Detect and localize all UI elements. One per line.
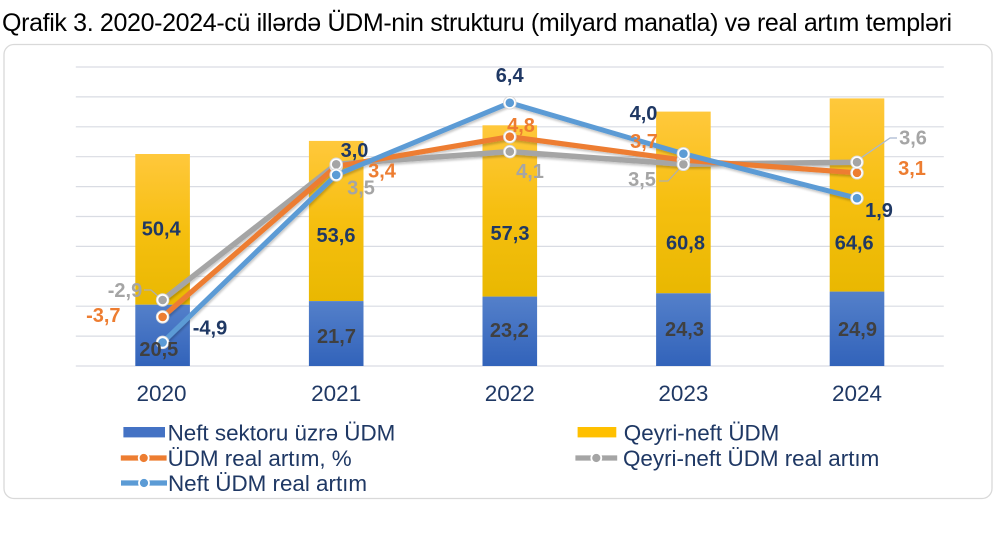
svg-text:Neft sektoru üzrə ÜDM: Neft sektoru üzrə ÜDM bbox=[168, 421, 396, 446]
svg-text:3,1: 3,1 bbox=[898, 158, 926, 180]
svg-text:50,4: 50,4 bbox=[142, 219, 182, 241]
svg-text:24,3: 24,3 bbox=[665, 319, 704, 341]
svg-text:2022: 2022 bbox=[485, 381, 535, 406]
svg-text:4,1: 4,1 bbox=[516, 161, 544, 183]
svg-text:23,2: 23,2 bbox=[490, 320, 529, 342]
svg-text:3,6: 3,6 bbox=[899, 128, 927, 150]
svg-text:2021: 2021 bbox=[311, 381, 361, 406]
svg-text:-4,9: -4,9 bbox=[193, 318, 227, 340]
svg-text:53,6: 53,6 bbox=[317, 225, 356, 247]
svg-text:-2,9: -2,9 bbox=[108, 280, 142, 302]
svg-text:60,8: 60,8 bbox=[666, 233, 705, 255]
svg-text:20,5: 20,5 bbox=[139, 339, 178, 361]
svg-text:Qeyri-neft ÜDM real artım: Qeyri-neft ÜDM real artım bbox=[623, 446, 879, 471]
svg-text:Neft ÜDM real artım: Neft ÜDM real artım bbox=[168, 471, 367, 496]
svg-text:1,9: 1,9 bbox=[865, 200, 893, 222]
svg-text:6,4: 6,4 bbox=[496, 65, 525, 87]
svg-text:24,9: 24,9 bbox=[838, 319, 877, 341]
svg-text:ÜDM real artım, %: ÜDM real artım, % bbox=[168, 446, 352, 471]
svg-text:3,5: 3,5 bbox=[347, 178, 375, 200]
svg-text:2023: 2023 bbox=[658, 381, 708, 406]
svg-text:21,7: 21,7 bbox=[317, 326, 356, 348]
svg-text:2020: 2020 bbox=[136, 381, 186, 406]
svg-text:-3,7: -3,7 bbox=[86, 305, 120, 327]
svg-text:Qrafik 3. 2020-2024-cü illərdə: Qrafik 3. 2020-2024-cü illərdə ÜDM-nin s… bbox=[2, 9, 952, 37]
svg-text:Qeyri-neft ÜDM: Qeyri-neft ÜDM bbox=[624, 421, 780, 446]
svg-text:3,4: 3,4 bbox=[368, 161, 397, 183]
svg-text:4,8: 4,8 bbox=[507, 115, 535, 137]
svg-text:64,6: 64,6 bbox=[835, 233, 874, 255]
svg-text:2024: 2024 bbox=[832, 381, 882, 406]
svg-text:57,3: 57,3 bbox=[491, 223, 530, 245]
svg-text:3,0: 3,0 bbox=[341, 140, 369, 162]
svg-text:3,5: 3,5 bbox=[628, 169, 656, 191]
svg-text:3,7: 3,7 bbox=[630, 131, 658, 153]
svg-text:4,0: 4,0 bbox=[630, 103, 658, 125]
